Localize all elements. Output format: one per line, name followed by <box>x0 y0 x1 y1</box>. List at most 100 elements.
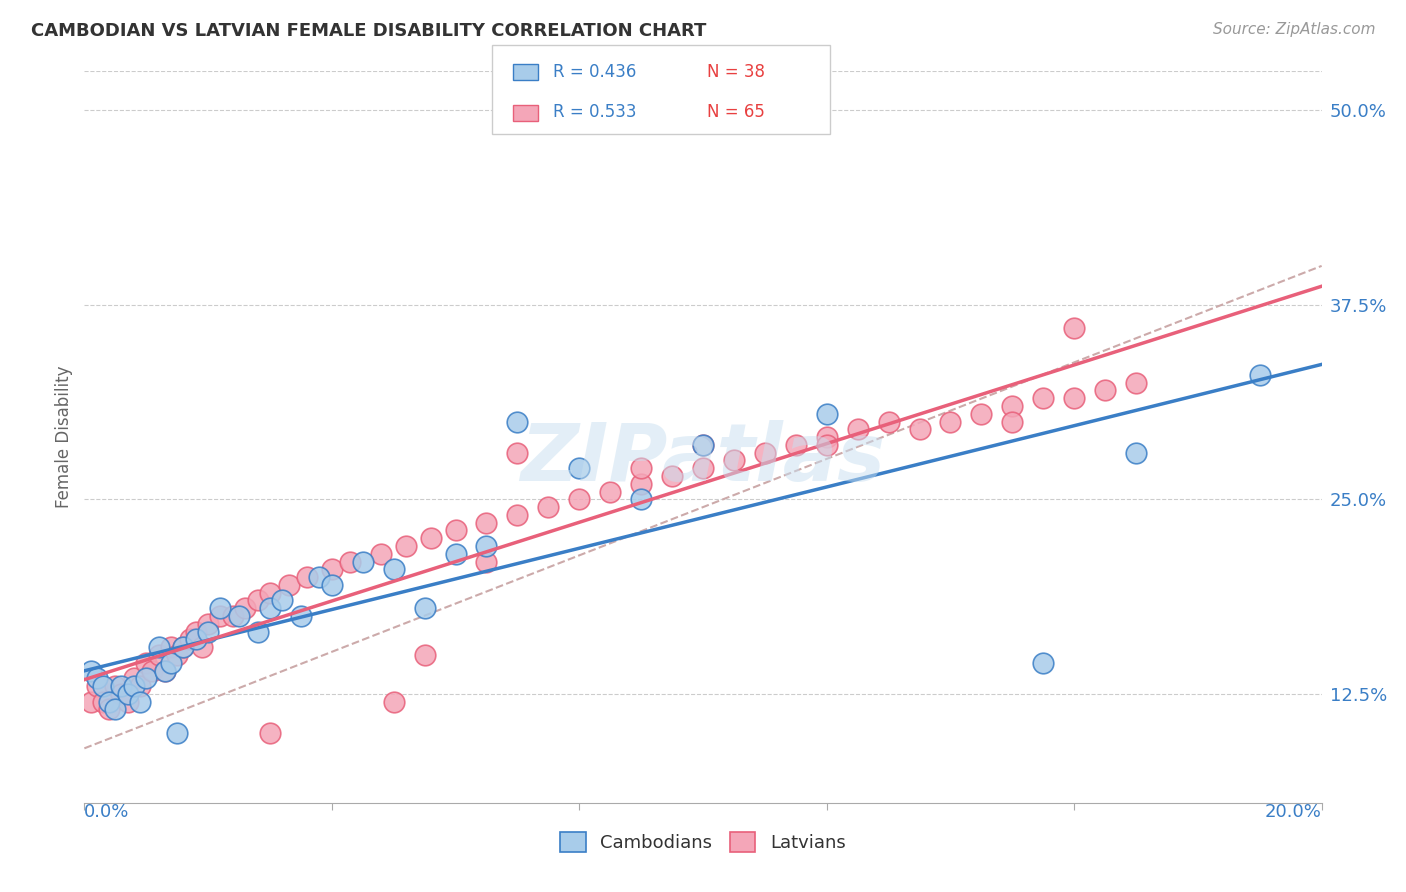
Point <box>1001 399 1024 413</box>
Point <box>117 687 139 701</box>
Text: ZIPatlas: ZIPatlas <box>520 420 886 498</box>
Point <box>141 664 163 678</box>
Text: 0.0%: 0.0% <box>84 803 129 821</box>
Point <box>815 438 838 452</box>
Point <box>692 461 714 475</box>
Point <box>630 476 652 491</box>
Point <box>444 524 467 538</box>
Point <box>308 570 330 584</box>
Point <box>209 609 232 624</box>
Point <box>661 469 683 483</box>
Text: Source: ZipAtlas.com: Source: ZipAtlas.com <box>1212 22 1375 37</box>
Point <box>444 547 467 561</box>
Text: N = 65: N = 65 <box>707 103 765 120</box>
Point <box>537 500 560 515</box>
Point <box>222 609 245 624</box>
Point <box>79 695 101 709</box>
Point <box>1125 445 1147 459</box>
Point <box>1249 368 1271 382</box>
Point <box>172 640 194 655</box>
Point <box>413 648 436 662</box>
Legend: Cambodians, Latvians: Cambodians, Latvians <box>553 824 853 860</box>
Point <box>233 601 256 615</box>
Text: N = 38: N = 38 <box>707 62 765 80</box>
Point <box>166 725 188 739</box>
Point <box>1125 376 1147 390</box>
Point <box>1063 391 1085 405</box>
Point <box>122 679 145 693</box>
Point <box>1001 415 1024 429</box>
Point <box>197 624 219 639</box>
Point <box>321 562 343 576</box>
Point <box>877 415 900 429</box>
Point <box>321 578 343 592</box>
Text: CAMBODIAN VS LATVIAN FEMALE DISABILITY CORRELATION CHART: CAMBODIAN VS LATVIAN FEMALE DISABILITY C… <box>31 22 706 40</box>
Point <box>98 695 121 709</box>
Point <box>630 461 652 475</box>
Point <box>98 702 121 716</box>
Point <box>785 438 807 452</box>
Point <box>104 702 127 716</box>
Point <box>86 679 108 693</box>
Point <box>815 407 838 421</box>
Point <box>148 640 170 655</box>
Point <box>1094 384 1116 398</box>
Point <box>506 445 529 459</box>
Point <box>160 656 183 670</box>
Point <box>939 415 962 429</box>
Point <box>259 585 281 599</box>
Point <box>568 492 591 507</box>
Point <box>413 601 436 615</box>
Point <box>970 407 993 421</box>
Point <box>506 508 529 522</box>
Point <box>277 578 299 592</box>
Point <box>110 687 132 701</box>
Point <box>122 671 145 685</box>
Point <box>153 664 176 678</box>
Point <box>246 593 269 607</box>
Text: R = 0.533: R = 0.533 <box>553 103 636 120</box>
Point <box>395 539 418 553</box>
Point <box>630 492 652 507</box>
Point <box>135 671 157 685</box>
Point <box>475 516 498 530</box>
Point <box>475 555 498 569</box>
Point <box>129 695 152 709</box>
Point <box>295 570 318 584</box>
Point <box>1063 321 1085 335</box>
Point <box>209 601 232 615</box>
Point <box>135 656 157 670</box>
Point <box>179 632 201 647</box>
Point <box>91 695 114 709</box>
Point <box>382 562 405 576</box>
Point <box>91 679 114 693</box>
Point <box>1032 391 1054 405</box>
Point <box>382 695 405 709</box>
Point <box>259 601 281 615</box>
Y-axis label: Female Disability: Female Disability <box>55 366 73 508</box>
Point <box>184 632 207 647</box>
Point <box>370 547 392 561</box>
Point <box>599 484 621 499</box>
Point <box>339 555 361 569</box>
Point <box>166 648 188 662</box>
Point <box>815 430 838 444</box>
Point <box>160 640 183 655</box>
Point <box>197 616 219 631</box>
Point <box>1032 656 1054 670</box>
Point <box>723 453 745 467</box>
Point <box>184 624 207 639</box>
Text: R = 0.436: R = 0.436 <box>553 62 636 80</box>
Point <box>129 679 152 693</box>
Point <box>846 422 869 436</box>
Point <box>692 438 714 452</box>
Point <box>754 445 776 459</box>
Point <box>352 555 374 569</box>
Point <box>110 679 132 693</box>
Point <box>172 640 194 655</box>
Point <box>419 531 441 545</box>
Point <box>153 664 176 678</box>
Point <box>506 415 529 429</box>
Point <box>259 725 281 739</box>
Point <box>228 609 250 624</box>
